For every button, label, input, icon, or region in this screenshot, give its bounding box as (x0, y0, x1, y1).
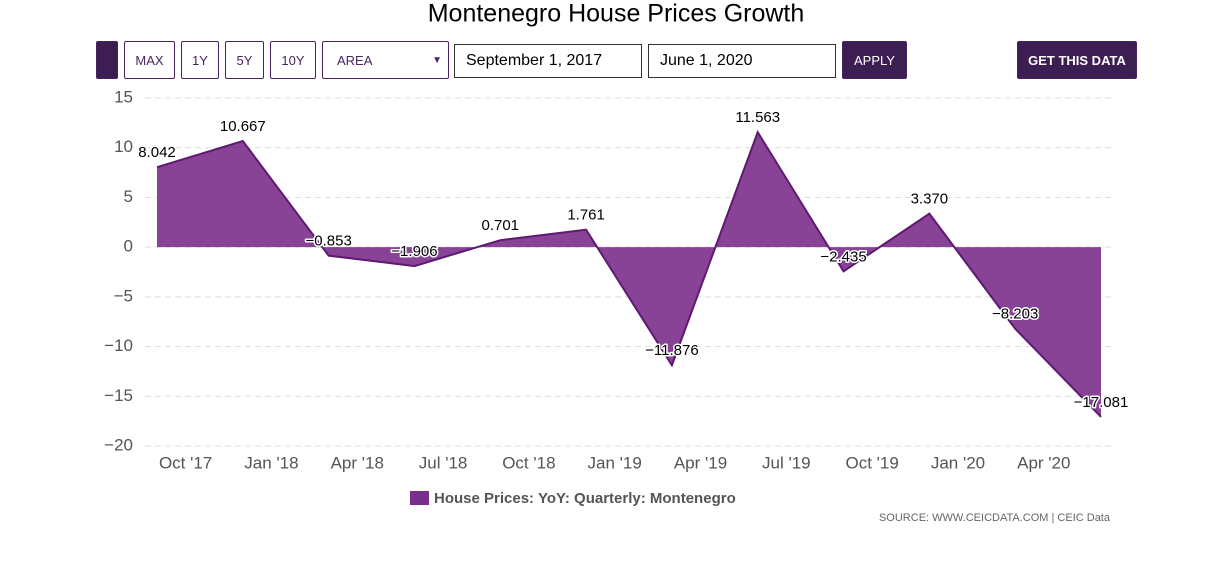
y-tick-label: −20 (104, 435, 133, 454)
y-tick-label: 0 (124, 237, 133, 256)
data-label: 8.042 (138, 144, 176, 161)
data-label: −2.435 (820, 248, 866, 265)
area-line (156, 129, 1102, 418)
x-tick-label: Apr '18 (331, 453, 384, 472)
data-label: −17.081 (1074, 394, 1129, 411)
data-label: 0.701 (481, 217, 519, 234)
data-label: 3.370 (911, 191, 949, 208)
get-data-button[interactable]: GET THIS DATA (1017, 41, 1137, 79)
data-label: 11.563 (735, 109, 780, 126)
x-tick-label: Jan '20 (931, 453, 985, 472)
chart-title: Montenegro House Prices Growth (428, 0, 805, 28)
range-button[interactable]: MAX (124, 41, 175, 79)
x-tick-label: Jan '18 (244, 453, 298, 472)
end-date-input[interactable]: June 1, 2020 (648, 44, 836, 78)
data-label: 1.761 (567, 207, 605, 224)
apply-button[interactable]: APPLY (842, 41, 907, 79)
y-tick-label: −15 (104, 386, 133, 405)
menu-button[interactable] (96, 41, 118, 79)
y-tick-label: −5 (114, 286, 133, 305)
data-label: −1.906 (391, 243, 437, 260)
x-tick-label: Jan '19 (588, 453, 642, 472)
x-tick-label: Jul '18 (419, 453, 468, 472)
x-tick-label: Oct '19 (845, 453, 898, 472)
range-button[interactable]: 10Y (270, 41, 316, 79)
data-label: −0.853 (305, 233, 351, 250)
source: SOURCE: WWW.CEICDATA.COM | CEIC Data (879, 512, 1111, 524)
x-tick-label: Oct '18 (502, 453, 555, 472)
x-tick-label: Oct '17 (159, 453, 212, 472)
data-label: 10.667 (220, 118, 266, 135)
x-tick-label: Apr '19 (674, 453, 727, 472)
y-tick-label: 15 (114, 87, 133, 106)
data-label: −11.876 (645, 342, 699, 359)
y-tick-label: 10 (114, 137, 133, 156)
x-tick-label: Jul '19 (762, 453, 811, 472)
range-button[interactable]: 1Y (181, 41, 219, 79)
area (157, 132, 1101, 417)
y-tick-label: 5 (124, 187, 133, 206)
chart-type-select[interactable]: AREA ▼ (322, 41, 449, 79)
range-button[interactable]: 5Y (225, 41, 264, 79)
start-date-input[interactable]: September 1, 2017 (454, 44, 642, 78)
legend-swatch (410, 491, 429, 505)
x-tick-label: Apr '20 (1017, 453, 1070, 472)
data-label: −8.203 (992, 306, 1038, 323)
legend-label: House Prices: YoY: Quarterly: Montenegro (434, 490, 736, 507)
select-text: AREA (337, 52, 373, 68)
y-tick-label: −10 (104, 336, 133, 355)
toolbar: MAX 1Y 5Y 10Y AREA ▼ September 1, 2017 Ju… (96, 41, 1196, 81)
select-arrow: ▼ (432, 54, 442, 66)
